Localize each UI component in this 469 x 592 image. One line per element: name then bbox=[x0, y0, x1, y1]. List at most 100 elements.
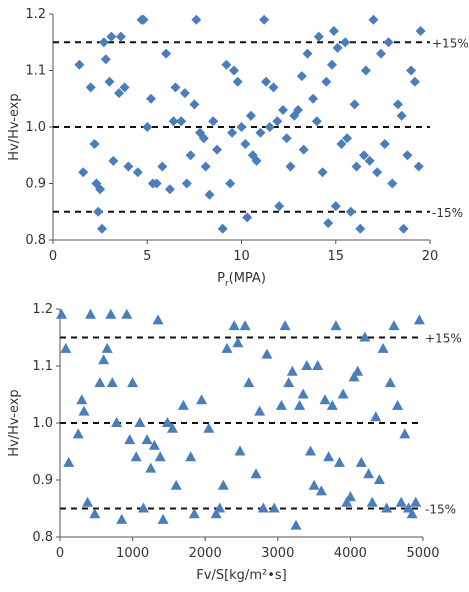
data-point bbox=[323, 451, 335, 462]
data-point bbox=[154, 451, 166, 462]
x-tick-label: 10 bbox=[233, 249, 250, 264]
data-point bbox=[368, 14, 379, 25]
chart-2: 0.8 0.9 1.0 1.1 1.2 0 1000 2000 3000 4000 5000 +15%… bbox=[7, 302, 462, 583]
data-point bbox=[142, 122, 153, 132]
data-point bbox=[406, 508, 418, 519]
data-point bbox=[72, 428, 84, 439]
data-point bbox=[268, 82, 279, 93]
data-point bbox=[217, 479, 229, 490]
data-point bbox=[232, 76, 243, 87]
data-point bbox=[170, 479, 182, 490]
data-point bbox=[225, 178, 236, 189]
x-tick-label: 0 bbox=[49, 249, 57, 264]
data-point bbox=[210, 508, 222, 519]
y-tick-label: 1.0 bbox=[32, 416, 53, 431]
data-point bbox=[221, 59, 232, 70]
data-point bbox=[349, 99, 360, 110]
data-point bbox=[127, 377, 139, 388]
x-axis-label: Pr(MPA) bbox=[217, 271, 266, 289]
data-point bbox=[364, 155, 375, 166]
x-tick-label: 3000 bbox=[261, 546, 294, 561]
data-point bbox=[121, 308, 133, 319]
data-point bbox=[381, 502, 393, 513]
x-tick-label: 0 bbox=[56, 546, 64, 561]
data-point bbox=[214, 502, 226, 513]
data-point bbox=[251, 155, 262, 166]
data-point bbox=[308, 93, 319, 104]
data-point bbox=[200, 161, 211, 172]
data-point bbox=[116, 513, 128, 524]
data-point bbox=[228, 320, 240, 331]
data-point bbox=[250, 468, 262, 479]
data-point bbox=[372, 167, 383, 178]
data-point bbox=[97, 223, 107, 234]
data-point bbox=[384, 377, 396, 388]
data-point bbox=[395, 496, 407, 507]
data-point bbox=[308, 479, 320, 490]
data-point bbox=[290, 519, 302, 530]
data-point bbox=[360, 65, 371, 76]
data-point bbox=[254, 405, 266, 416]
y-tick-label: 1.1 bbox=[25, 64, 46, 79]
data-point bbox=[283, 377, 295, 388]
data-point bbox=[196, 394, 208, 405]
data-point bbox=[341, 496, 353, 507]
data-point bbox=[189, 99, 200, 110]
data-point bbox=[82, 496, 94, 507]
y-tick-label: 0.8 bbox=[25, 233, 46, 248]
data-point bbox=[170, 82, 181, 93]
data-point bbox=[328, 26, 339, 36]
data-point bbox=[132, 167, 143, 178]
data-point bbox=[413, 314, 425, 325]
data-point bbox=[330, 201, 341, 212]
data-point bbox=[305, 445, 316, 456]
y-tick-label: 1.2 bbox=[25, 7, 46, 22]
data-point bbox=[268, 502, 280, 513]
data-point bbox=[234, 445, 246, 456]
data-point bbox=[376, 48, 386, 59]
data-point bbox=[359, 331, 371, 342]
data-point bbox=[236, 122, 247, 132]
data-point bbox=[274, 201, 285, 212]
data-point bbox=[410, 496, 422, 507]
data-point bbox=[134, 417, 146, 427]
data-point bbox=[302, 48, 313, 59]
data-point bbox=[221, 342, 233, 353]
data-point bbox=[100, 54, 111, 65]
data-point bbox=[176, 116, 187, 127]
data-point bbox=[78, 405, 90, 416]
data-point bbox=[245, 110, 256, 121]
data-point bbox=[93, 206, 104, 217]
data-point bbox=[398, 223, 409, 234]
data-point bbox=[208, 116, 219, 127]
data-point bbox=[63, 456, 75, 467]
data-point bbox=[229, 65, 239, 76]
data-point bbox=[98, 37, 109, 48]
data-point bbox=[327, 59, 337, 70]
data-point bbox=[157, 513, 169, 524]
data-point bbox=[115, 31, 126, 42]
band-label-upper: +15% bbox=[425, 332, 462, 346]
data-point bbox=[332, 42, 343, 53]
data-point bbox=[104, 76, 115, 87]
data-point bbox=[191, 14, 202, 25]
x-axis-label: Fv/S[kg/m²•s] bbox=[196, 568, 286, 583]
data-point bbox=[181, 178, 192, 189]
data-point bbox=[74, 59, 85, 70]
data-point bbox=[352, 365, 364, 376]
data-point bbox=[89, 508, 101, 519]
x-tick-label: 2000 bbox=[189, 546, 222, 561]
data-point bbox=[366, 496, 378, 507]
data-point bbox=[355, 456, 367, 467]
data-point bbox=[413, 161, 424, 172]
data-point bbox=[392, 399, 404, 410]
data-point bbox=[146, 93, 156, 104]
data-point bbox=[313, 31, 324, 42]
x-tick-label: 5 bbox=[143, 249, 151, 264]
data-point bbox=[342, 133, 353, 144]
data-point bbox=[138, 14, 149, 25]
data-point bbox=[393, 99, 403, 110]
x-tick-label: 15 bbox=[327, 249, 344, 264]
data-point bbox=[198, 133, 209, 144]
data-point bbox=[98, 354, 110, 365]
